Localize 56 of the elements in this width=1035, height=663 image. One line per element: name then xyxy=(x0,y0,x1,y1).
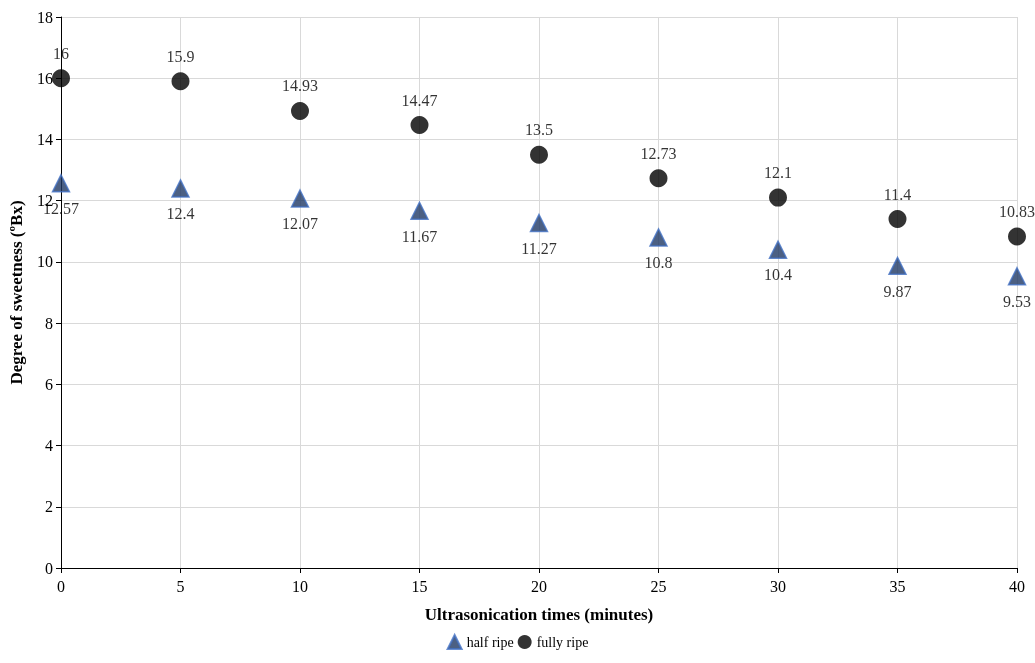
x-axis-title: Ultrasonication times (minutes) xyxy=(424,605,654,624)
data-label: 12.73 xyxy=(640,144,677,162)
point xyxy=(171,179,190,198)
point xyxy=(171,72,190,91)
data-label: 10.83 xyxy=(999,202,1035,220)
data-label: 12.4 xyxy=(166,205,195,223)
point xyxy=(888,210,907,229)
point xyxy=(51,173,71,193)
x-tick-label: 25 xyxy=(650,577,667,595)
point xyxy=(52,69,70,88)
x-tick-label: 35 xyxy=(889,577,906,595)
x-tick-label: 0 xyxy=(57,577,65,595)
data-label: 11.27 xyxy=(521,239,557,257)
x-tick-label: 5 xyxy=(176,577,185,595)
data-label: 15.9 xyxy=(166,47,195,65)
y-tick-label: 14 xyxy=(37,130,53,148)
data-label: 12.1 xyxy=(764,164,792,182)
x-tick-label: 15 xyxy=(411,577,428,595)
y-tick-label: 0 xyxy=(45,559,53,577)
point xyxy=(649,169,668,188)
point xyxy=(768,240,788,259)
point xyxy=(1008,227,1026,246)
point xyxy=(290,189,310,208)
data-label: 14.93 xyxy=(282,77,318,95)
point xyxy=(769,188,787,207)
data-label: 13.5 xyxy=(525,121,553,139)
y-tick-label: 18 xyxy=(37,8,53,26)
data-label: 11.4 xyxy=(883,185,912,203)
data-label: 9.53 xyxy=(1003,293,1031,311)
point xyxy=(530,145,548,164)
data-label: 14.47 xyxy=(401,91,438,109)
point xyxy=(410,116,429,135)
y-axis-title: Degree of sweetness (ºBx) xyxy=(7,200,26,385)
point xyxy=(291,101,309,120)
data-label: 9.87 xyxy=(883,282,912,300)
data-label: 10.4 xyxy=(764,266,792,284)
data-label: 12.07 xyxy=(282,215,318,233)
legend-label: fully ripe xyxy=(536,634,589,650)
y-tick-label: 16 xyxy=(37,69,53,87)
y-tick-label: 6 xyxy=(45,375,53,393)
point xyxy=(410,201,429,221)
point xyxy=(649,228,668,247)
y-tick-label: 8 xyxy=(45,314,53,332)
x-tick-label: 30 xyxy=(770,577,786,595)
y-tick-label: 10 xyxy=(37,253,53,271)
point xyxy=(1007,267,1027,286)
point xyxy=(888,256,907,276)
y-tick-label: 2 xyxy=(45,498,53,516)
x-tick-label: 40 xyxy=(1009,577,1025,595)
x-tick-label: 20 xyxy=(531,577,547,595)
legend-label: half ripe xyxy=(466,634,514,650)
data-label: 11.67 xyxy=(401,227,438,245)
y-tick-label: 4 xyxy=(45,437,53,455)
x-tick-label: 10 xyxy=(292,577,308,595)
point xyxy=(529,213,549,233)
data-label: 10.8 xyxy=(644,254,673,272)
